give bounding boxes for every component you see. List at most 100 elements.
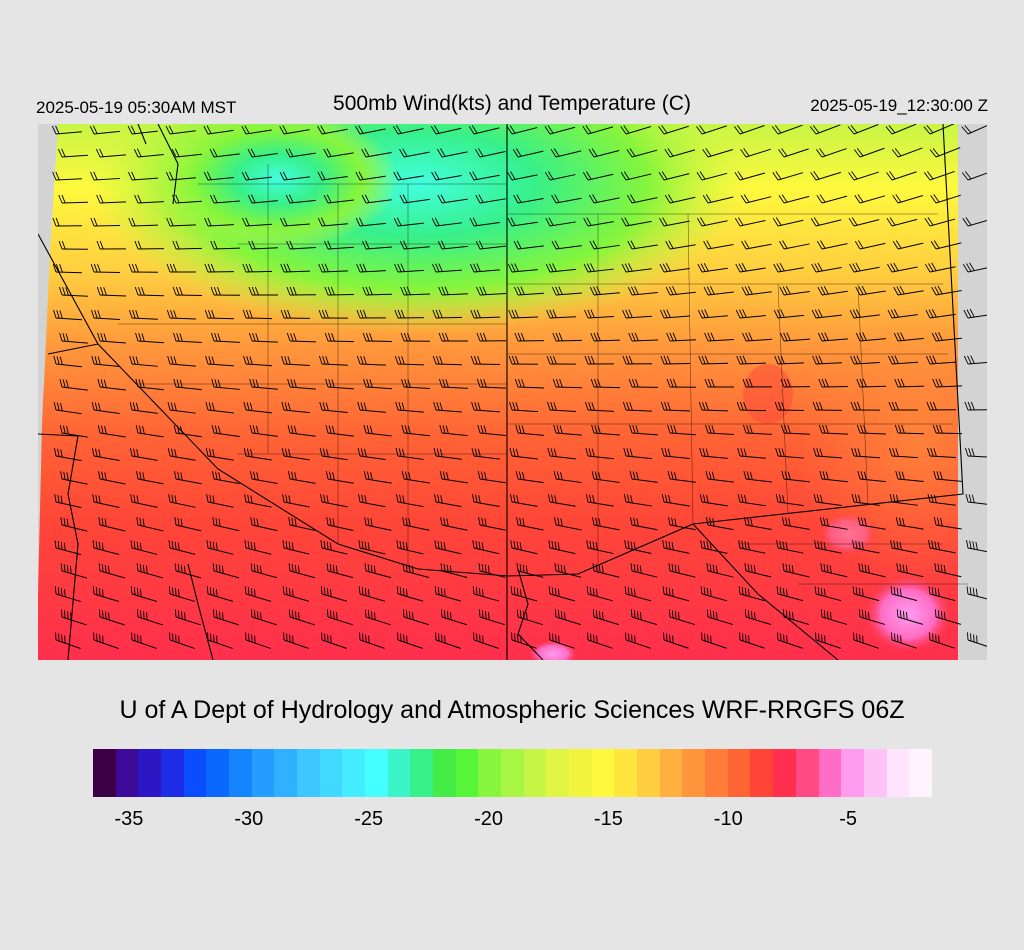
- wind-barb: [811, 309, 842, 319]
- wind-barb: [892, 194, 924, 204]
- wind-barb: [891, 147, 923, 158]
- wind-barb: [283, 632, 309, 649]
- wind-barb: [285, 194, 316, 204]
- wind-barb: [52, 217, 83, 227]
- weather-map: [38, 124, 987, 660]
- wind-barb: [514, 286, 544, 296]
- wind-barb: [507, 171, 538, 181]
- wind-barb: [621, 217, 652, 227]
- wind-barb: [282, 586, 310, 602]
- wind-barb: [736, 401, 767, 412]
- wind-barb: [509, 494, 538, 507]
- wind-barb: [59, 378, 88, 391]
- wind-barb: [621, 263, 652, 273]
- wind-barb: [620, 171, 652, 181]
- wind-barb: [742, 332, 772, 342]
- wind-barb: [895, 470, 924, 482]
- wind-barb: [552, 378, 583, 389]
- wind-barb: [167, 355, 196, 367]
- wind-barb: [212, 609, 239, 626]
- wind-barb: [399, 194, 430, 204]
- wind-barb: [515, 470, 544, 484]
- wind-barb: [923, 124, 955, 135]
- wind-barb: [630, 609, 658, 626]
- wind-barb: [468, 125, 500, 135]
- colorbar-swatch: [659, 749, 683, 797]
- wind-barb: [664, 148, 696, 158]
- wind-barb: [890, 540, 918, 554]
- wind-barb: [136, 471, 164, 485]
- wind-barb: [591, 424, 620, 436]
- wind-barb: [967, 632, 987, 647]
- wind-barb: [319, 401, 348, 414]
- wind-barb: [847, 124, 879, 135]
- wind-barb: [701, 632, 727, 649]
- wind-barb: [471, 494, 500, 507]
- wind-barb: [545, 263, 576, 273]
- wind-barb: [250, 609, 277, 626]
- wind-barb: [92, 540, 120, 556]
- wind-barb: [927, 493, 956, 506]
- wind-barb: [131, 632, 157, 649]
- wind-barb: [703, 286, 734, 296]
- wind-barb: [320, 586, 348, 602]
- wind-barb: [432, 309, 463, 319]
- wind-barb: [281, 355, 310, 367]
- wind-barb: [743, 517, 772, 530]
- wind-barb: [550, 148, 582, 158]
- wind-barb: [137, 609, 163, 626]
- wind-barb: [780, 424, 810, 435]
- wind-barb: [364, 563, 392, 579]
- wind-barb: [247, 148, 278, 158]
- wind-barb: [362, 332, 393, 342]
- wind-barb: [440, 517, 468, 531]
- wind-barb: [129, 355, 158, 367]
- wind-barb: [702, 148, 734, 158]
- wind-barb: [51, 125, 82, 135]
- wind-barb: [91, 355, 120, 368]
- wind-barb: [326, 563, 354, 579]
- wind-barb: [433, 494, 462, 508]
- wind-barb: [478, 517, 506, 531]
- wind-barb: [130, 540, 158, 555]
- wind-barb: [893, 332, 924, 342]
- wind-barb: [850, 401, 881, 411]
- wind-barb: [203, 171, 234, 181]
- wind-barb: [507, 217, 538, 227]
- wind-barb: [204, 217, 234, 227]
- wind-barb: [206, 540, 234, 555]
- wind-barb: [706, 609, 734, 626]
- wind-barb: [734, 125, 765, 135]
- wind-barb: [658, 171, 690, 181]
- wind-barb: [172, 194, 202, 204]
- wind-barb: [809, 124, 841, 135]
- wind-barb: [437, 148, 468, 158]
- wind-barb: [663, 632, 689, 649]
- wind-barb: [203, 125, 234, 135]
- wind-barb: [287, 471, 316, 484]
- wind-barb: [887, 309, 918, 319]
- wind-barb: [286, 332, 317, 343]
- wind-barb: [357, 447, 386, 461]
- wind-barb: [128, 217, 159, 227]
- colorbar-swatch: [365, 749, 388, 797]
- wind-barbs: [51, 124, 987, 649]
- wind-barb: [776, 586, 804, 602]
- wind-barb: [431, 171, 462, 181]
- wind-barb: [433, 401, 462, 413]
- wind-barb: [516, 563, 544, 578]
- wind-barb: [706, 563, 734, 578]
- wind-barb: [886, 217, 918, 227]
- wind-barb: [590, 332, 621, 342]
- wind-barb: [552, 332, 583, 342]
- wind-barb: [210, 332, 240, 343]
- wind-barb: [582, 125, 614, 135]
- wind-barb: [929, 632, 955, 649]
- wind-barb: [513, 240, 544, 250]
- wind-barb: [133, 148, 164, 158]
- wind-barb: [356, 355, 386, 366]
- wind-barb: [476, 378, 506, 389]
- wind-barb: [961, 125, 987, 135]
- wind-barb: [204, 263, 235, 273]
- wind-barb: [924, 170, 955, 181]
